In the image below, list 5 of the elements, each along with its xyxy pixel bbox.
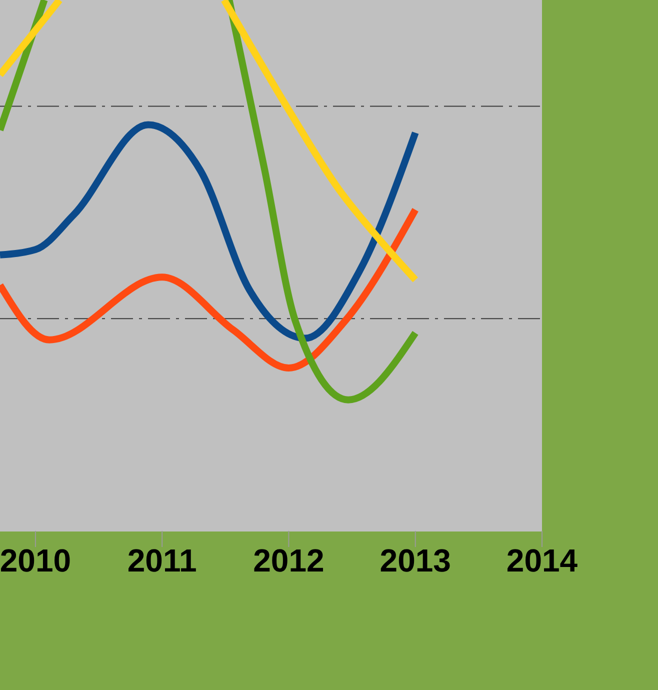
x-tick-label: 2012 [253,542,324,579]
x-tick-label: 2011 [127,542,197,579]
x-tick-label: 2013 [380,542,451,579]
x-tick-label: 2010 [0,542,72,579]
x-tick-label: 2014 [506,542,578,579]
